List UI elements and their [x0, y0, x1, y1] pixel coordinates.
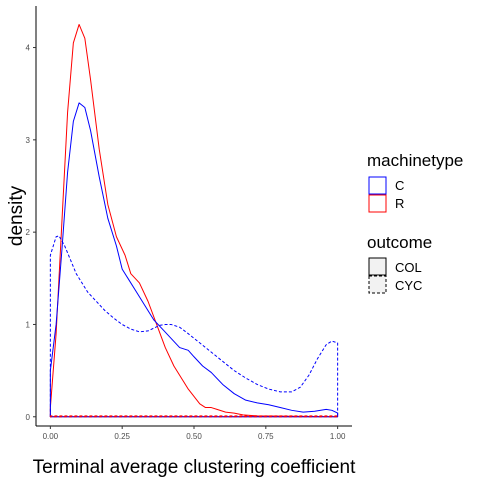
- y-axis-ticks: 0 1 2 3 4: [26, 44, 36, 422]
- y-axis-title: density: [6, 185, 27, 246]
- legend-label-col: COL: [395, 260, 422, 275]
- y-tick-label: 4: [26, 44, 31, 53]
- legend-key-col: [368, 257, 387, 276]
- y-tick-label: 1: [26, 320, 31, 329]
- y-tick-label: 2: [26, 228, 31, 237]
- legend-title-outcome: outcome: [367, 233, 432, 252]
- density-curve-c-col: [49, 102, 339, 418]
- legend-key-cyc: [368, 275, 387, 294]
- legend-label-c: C: [395, 178, 404, 193]
- legend-key-c: [368, 176, 387, 195]
- legend-title-machinetype: machinetype: [367, 151, 463, 170]
- plot-area: 0.00 0.25 0.50 0.75 1.00 0 1 2 3 4: [26, 6, 352, 441]
- density-curve-r-col: [49, 23, 339, 418]
- x-axis-title: Terminal average clustering coefficient: [33, 457, 357, 478]
- density-curve-r-cyc: [49, 415, 339, 418]
- density-curve-c-cyc: [49, 235, 339, 418]
- legend-label-r: R: [395, 196, 404, 211]
- y-tick-label: 3: [26, 136, 31, 145]
- legend-key-r: [368, 194, 387, 213]
- x-tick-label: 1.00: [330, 432, 346, 441]
- x-axis-ticks: 0.00 0.25 0.50 0.75 1.00: [43, 426, 346, 441]
- legend-machinetype: machinetype C R: [367, 151, 463, 213]
- legend-label-cyc: CYC: [395, 278, 422, 293]
- x-tick-label: 0.00: [43, 432, 59, 441]
- x-tick-label: 0.50: [186, 432, 202, 441]
- y-tick-label: 0: [26, 413, 31, 422]
- x-tick-label: 0.75: [258, 432, 274, 441]
- series-layer: [49, 23, 339, 418]
- x-tick-label: 0.25: [114, 432, 130, 441]
- legend-outcome: outcome COL CYC: [367, 233, 432, 294]
